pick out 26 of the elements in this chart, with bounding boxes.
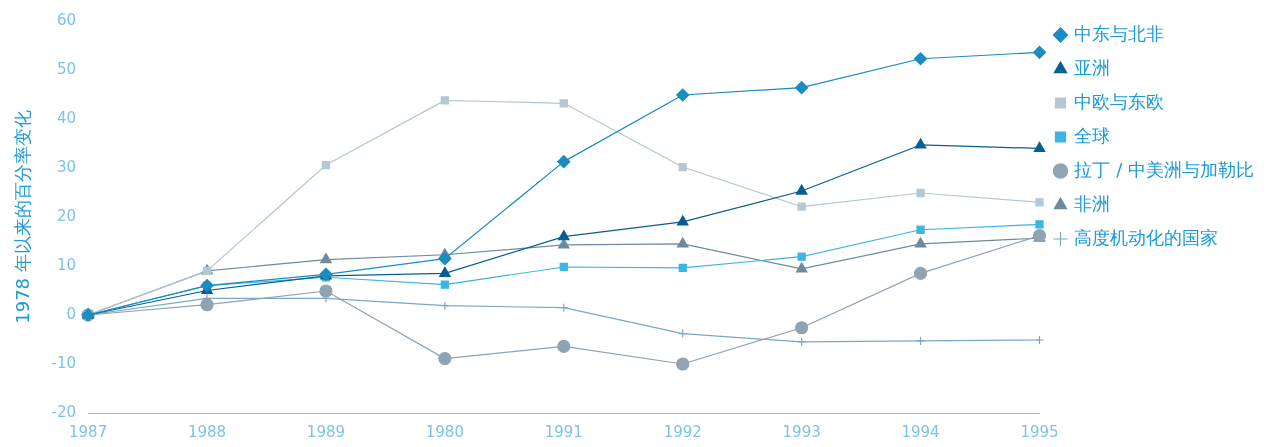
x-tick-label: 1991 <box>544 422 583 441</box>
x-tick-label: 1988 <box>187 422 227 441</box>
legend-label: 中东与北非 <box>1074 22 1165 44</box>
y-tick-label: 10 <box>57 255 77 274</box>
y-tick-label: 50 <box>57 59 77 78</box>
legend-label: 拉丁 / 中美洲与加勒比 <box>1074 158 1255 180</box>
legend-label: 全球 <box>1074 124 1111 146</box>
x-tick-label: 1993 <box>782 422 821 441</box>
y-tick-label: -20 <box>51 402 77 421</box>
y-tick-label: 40 <box>57 108 77 127</box>
x-tick-label: 1992 <box>663 422 702 441</box>
y-tick-label: 60 <box>57 10 77 29</box>
legend-label: 亚洲 <box>1074 56 1111 78</box>
x-tick-label: 1987 <box>69 422 108 441</box>
x-tick-label: 1994 <box>901 422 940 441</box>
y-tick-label: -10 <box>51 353 77 372</box>
legend-label: 中欧与东欧 <box>1074 90 1165 112</box>
y-tick-label: 30 <box>57 157 77 176</box>
legend-label: 高度机动化的国家 <box>1074 226 1219 248</box>
x-tick-label: 1989 <box>306 422 346 441</box>
x-tick-label: 1995 <box>1020 422 1059 441</box>
x-tick-label: 1980 <box>425 422 464 441</box>
y-tick-label: 20 <box>57 206 77 225</box>
y-axis-title: 1978 年以来的百分率变化 <box>12 110 34 324</box>
y-tick-label: 0 <box>66 304 77 323</box>
legend-label: 非洲 <box>1074 192 1111 214</box>
